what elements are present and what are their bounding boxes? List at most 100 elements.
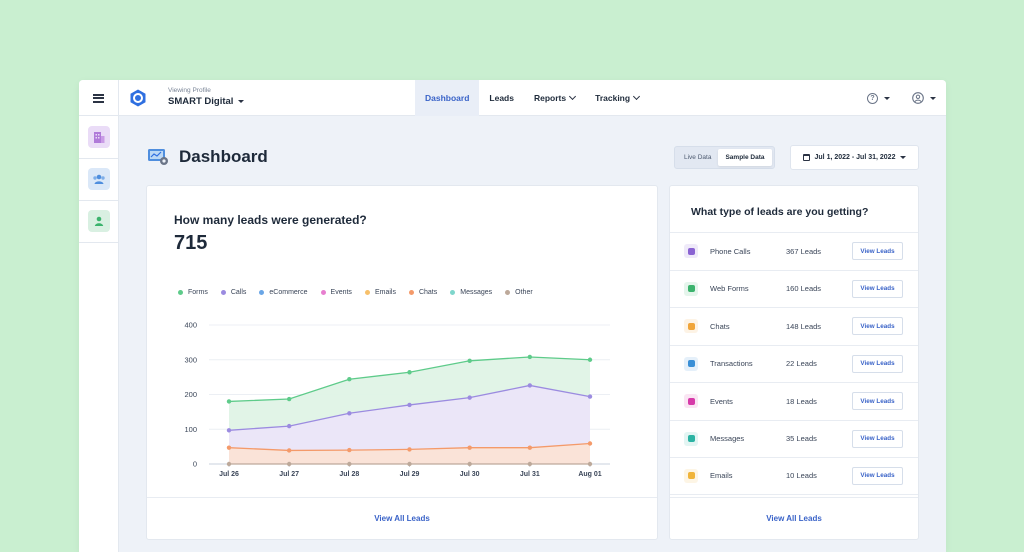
y-tick-label: 200 <box>184 390 197 399</box>
data-mode-toggle: Live Data Sample Data <box>674 146 775 169</box>
lead-type-row: Events 18 Leads View Leads <box>670 382 918 420</box>
viewing-profile-caption: Viewing Profile <box>168 87 211 94</box>
sidebar-item-company[interactable] <box>79 118 119 156</box>
sidebar-item-team[interactable] <box>79 160 119 198</box>
legend-label: Messages <box>460 289 493 296</box>
y-tick-label: 0 <box>193 460 197 469</box>
view-leads-button[interactable]: View Leads <box>852 242 903 261</box>
sidebar <box>79 116 119 552</box>
legend-dot-icon <box>408 290 414 295</box>
data-point-chats <box>587 441 593 446</box>
data-point-other <box>286 461 292 467</box>
hamburger-icon <box>93 93 104 103</box>
legend-item[interactable]: Messages <box>450 289 492 296</box>
nav-leads[interactable]: Leads <box>489 93 514 103</box>
legend-dot-icon <box>505 290 511 295</box>
legend-dot-icon <box>220 290 226 295</box>
phone-icon <box>684 244 698 259</box>
top-bar: Viewing Profile SMART Digital Dashboard … <box>79 80 946 116</box>
data-point-forms <box>407 370 412 375</box>
chart-legend: Forms Calls eCommerce Events Emails Chats Mess… <box>178 289 546 296</box>
date-range-picker[interactable]: Jul 1, 2022 - Jul 31, 2022 <box>790 145 919 170</box>
view-leads-button[interactable]: View Leads <box>852 317 903 336</box>
calendar-icon <box>802 154 810 161</box>
view-leads-button[interactable]: View Leads <box>852 429 903 448</box>
lead-type-count: 10 Leads <box>786 471 817 481</box>
lead-type-label: Phone Calls <box>710 246 751 256</box>
menu-button[interactable] <box>79 80 119 116</box>
legend-item[interactable]: Emails <box>364 289 396 296</box>
data-point-other <box>587 461 593 467</box>
caret-down-icon <box>930 96 936 100</box>
live-data-option[interactable]: Live Data <box>684 154 712 161</box>
divider <box>79 158 119 159</box>
nav-dashboard[interactable]: Dashboard <box>415 80 480 116</box>
chat-icon <box>684 319 698 334</box>
lead-types-card: What type of leads are you getting? Phon… <box>669 185 919 540</box>
leads-generated-card: How many leads were generated? 715 Forms… <box>146 185 658 540</box>
data-point-calls <box>347 411 352 416</box>
data-point-forms <box>587 357 593 362</box>
dashboard-icon <box>148 149 168 165</box>
help-menu[interactable]: ? <box>867 92 890 104</box>
series-area-chats <box>229 443 590 464</box>
caret-down-icon <box>238 100 245 103</box>
legend-item[interactable]: Calls <box>220 289 247 296</box>
brand-logo-icon[interactable] <box>129 89 147 107</box>
data-point-chats <box>527 445 533 450</box>
data-point-forms <box>467 358 472 363</box>
legend-label: Calls <box>230 289 247 296</box>
event-icon <box>684 394 698 409</box>
view-all-leads-link[interactable]: View All Leads <box>670 497 918 539</box>
legend-item[interactable]: Events <box>320 289 352 296</box>
data-point-other <box>407 461 412 467</box>
lead-type-row: Chats 148 Leads View Leads <box>670 307 918 345</box>
x-tick-label: Jul 26 <box>219 471 239 478</box>
y-tick-label: 300 <box>184 355 197 364</box>
data-point-other <box>226 461 232 467</box>
view-leads-button[interactable]: View Leads <box>852 279 903 298</box>
legend-dot-icon <box>364 290 370 295</box>
view-leads-button[interactable]: View Leads <box>852 466 903 485</box>
legend-dot-icon <box>178 290 183 295</box>
data-point-chats <box>407 447 412 452</box>
data-point-other <box>527 461 533 467</box>
message-icon <box>684 431 698 446</box>
lead-type-row: Phone Calls 367 Leads View Leads <box>670 232 918 270</box>
nav-tracking[interactable]: Tracking <box>585 80 649 116</box>
legend-item[interactable]: eCommerce <box>259 289 308 296</box>
data-point-other <box>467 461 472 467</box>
view-all-leads-link[interactable]: View All Leads <box>147 497 657 539</box>
lead-type-count: 148 Leads <box>786 321 822 331</box>
legend-label: Emails <box>374 289 396 296</box>
building-icon <box>88 126 110 148</box>
sample-data-option[interactable]: Sample Data <box>718 149 772 166</box>
app-window: Viewing Profile SMART Digital Dashboard … <box>79 80 946 552</box>
chevron-down-icon <box>569 92 577 101</box>
total-leads-value: 715 <box>174 232 208 254</box>
data-point-calls <box>587 394 593 399</box>
form-icon <box>684 281 698 296</box>
view-leads-button[interactable]: View Leads <box>852 354 903 373</box>
lead-type-count: 35 Leads <box>786 434 817 444</box>
x-tick-label: Jul 30 <box>460 471 480 478</box>
view-leads-button[interactable]: View Leads <box>852 392 903 411</box>
legend-dot-icon <box>450 290 456 295</box>
x-tick-label: Jul 29 <box>400 471 420 478</box>
profile-selector[interactable]: SMART Digital <box>168 96 245 107</box>
user-menu[interactable] <box>912 92 936 104</box>
lead-type-count: 160 Leads <box>786 284 822 294</box>
divider <box>79 200 119 201</box>
data-point-chats <box>226 445 232 450</box>
legend-item[interactable]: Forms <box>178 289 208 296</box>
lead-type-count: 18 Leads <box>786 396 817 406</box>
sidebar-item-profile[interactable] <box>79 202 119 240</box>
nav-reports[interactable]: Reports <box>524 80 585 116</box>
card-question: How many leads were generated? <box>174 213 367 227</box>
data-point-calls <box>467 395 472 400</box>
legend-item[interactable]: Other <box>505 289 533 296</box>
legend-item[interactable]: Chats <box>408 289 437 296</box>
main-nav: Dashboard Leads Reports Tracking <box>415 80 649 116</box>
lead-type-label: Events <box>710 396 733 406</box>
legend-label: Forms <box>188 289 208 296</box>
